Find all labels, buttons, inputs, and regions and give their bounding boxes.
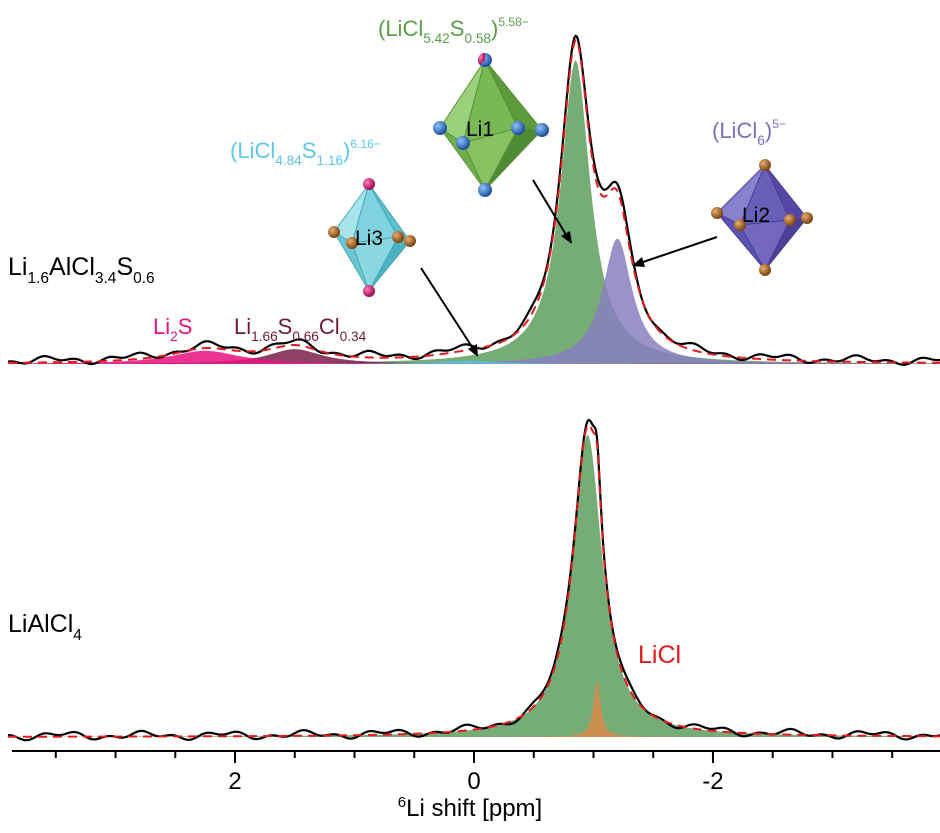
arrow-li1: [532, 179, 569, 239]
component-fill-li2s: [8, 350, 940, 364]
li1-site-name: Li1: [466, 118, 494, 141]
sample-label-top: Li1.6AlCl3.4S0.6: [8, 253, 155, 287]
sample-label-bottom: LiAlCl4: [8, 610, 82, 644]
arrow-li3-head: [468, 344, 478, 357]
label-li1-site: (LiCl5.42S0.58)5.58−: [378, 15, 529, 46]
x-axis: 2 0 -2: [12, 750, 940, 795]
label-li2s: Li2S: [153, 314, 192, 344]
li2-octahedron: Li2: [711, 159, 813, 276]
label-licl: LiCl: [638, 641, 681, 669]
li1-octahedron: Li1: [433, 52, 549, 197]
arrow-li2: [639, 236, 718, 264]
li3-octahedron: Li3: [328, 178, 416, 297]
label-li166s066cl034: Li1.66S0.66Cl0.34: [234, 314, 367, 344]
component-fill-li2: [8, 238, 940, 364]
fit-line-bottom: [8, 423, 940, 738]
arrow-li1-head: [561, 231, 572, 244]
arrow-li3: [420, 267, 475, 351]
fitted-components: [8, 60, 940, 737]
label-li3-site: (LiCl4.84S1.16)6.16−: [230, 137, 381, 168]
x-tick-label: 2: [228, 768, 241, 795]
li2-site-name: Li2: [742, 204, 770, 227]
experimental-line-bottom: [8, 418, 940, 742]
label-li2-site: (LiCl6)5−: [712, 117, 786, 148]
component-fill-li3: [8, 360, 940, 364]
x-tick-label: 0: [467, 768, 480, 795]
annotation-arrows: [420, 179, 718, 357]
x-axis-title: 6Li shift [ppm]: [398, 794, 542, 822]
arrow-li2-head: [632, 257, 645, 267]
li3-site-name: Li3: [355, 227, 383, 250]
component-fill-licl: [8, 680, 940, 737]
component-fill-lialcl4: [8, 434, 940, 737]
x-tick-label: -2: [702, 768, 723, 795]
